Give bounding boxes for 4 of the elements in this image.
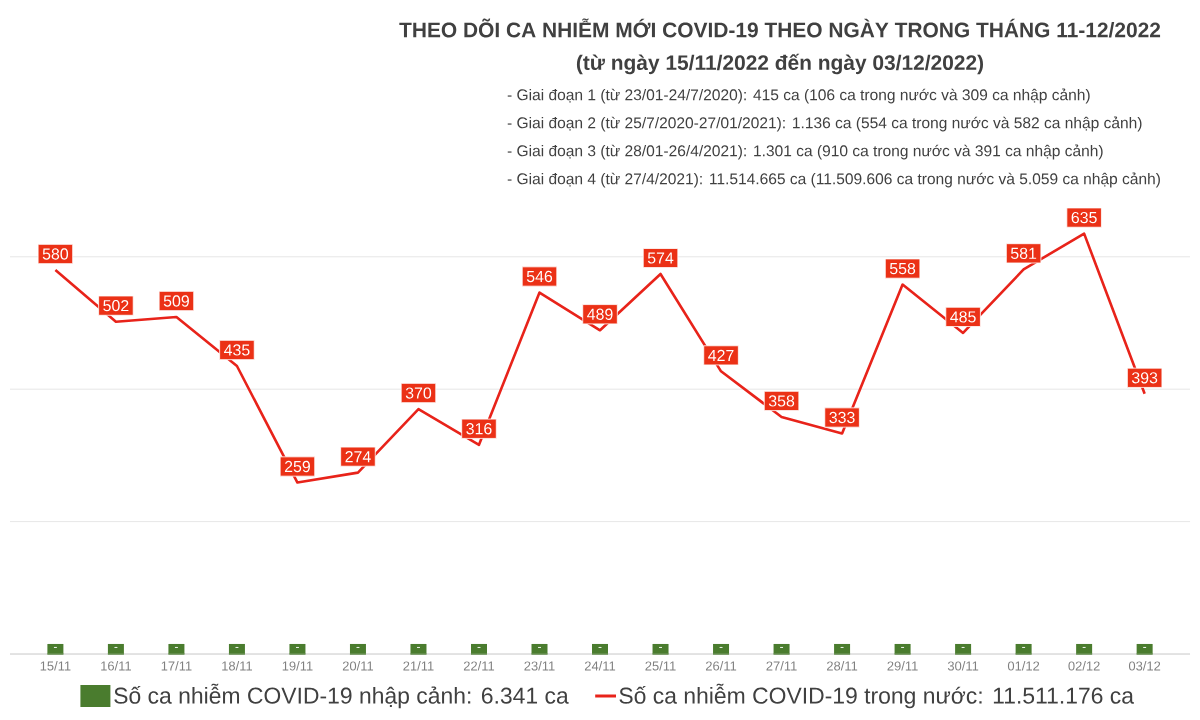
chart-title: THEO DÕI CA NHIỄM MỚI COVID-19 THEO NGÀY TRONG THÁNG 11-12/2022	[399, 18, 1161, 38]
legend-label: Số ca nhiễm COVID-19 nhập cảnh: 6.341 ca	[114, 683, 569, 709]
legend-label: Số ca nhiễm COVID-19 trong nước: 11.511.176 ca	[619, 683, 1134, 709]
chart-subtitle: (từ ngày 15/11/2022 đến ngày 03/12/2022)	[576, 53, 984, 75]
